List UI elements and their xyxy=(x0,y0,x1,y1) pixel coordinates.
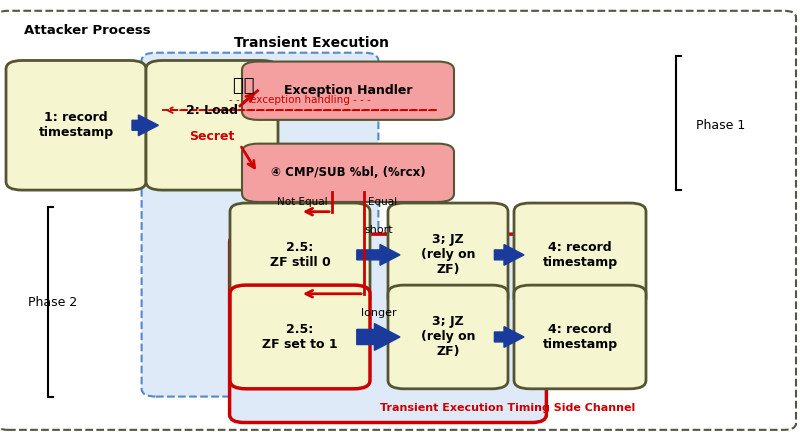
Text: Attacker Process: Attacker Process xyxy=(24,24,150,37)
Text: 🛡️🔥: 🛡️🔥 xyxy=(234,77,254,95)
Text: Not Equal: Not Equal xyxy=(278,197,328,206)
FancyArrow shape xyxy=(494,327,524,347)
Text: longer: longer xyxy=(361,308,396,318)
FancyBboxPatch shape xyxy=(242,143,454,202)
Text: Phase 1: Phase 1 xyxy=(696,119,746,132)
FancyArrow shape xyxy=(357,245,400,265)
Text: Equal: Equal xyxy=(368,197,397,206)
FancyBboxPatch shape xyxy=(388,203,508,307)
FancyBboxPatch shape xyxy=(388,285,508,389)
FancyArrow shape xyxy=(132,115,158,136)
FancyArrow shape xyxy=(494,245,524,265)
Text: - - - exception handling - - -: - - - exception handling - - - xyxy=(229,95,371,105)
FancyBboxPatch shape xyxy=(6,60,146,190)
Text: Exception Handler: Exception Handler xyxy=(284,84,412,97)
FancyBboxPatch shape xyxy=(514,203,646,307)
Text: 3; JZ
(rely on
ZF): 3; JZ (rely on ZF) xyxy=(421,233,475,276)
FancyBboxPatch shape xyxy=(0,11,796,430)
Text: Transient Execution Timing Side Channel: Transient Execution Timing Side Channel xyxy=(380,403,636,413)
FancyBboxPatch shape xyxy=(146,60,278,190)
FancyBboxPatch shape xyxy=(230,285,370,389)
FancyBboxPatch shape xyxy=(230,203,370,307)
Text: short: short xyxy=(364,226,393,235)
Text: 1: record
timestamp: 1: record timestamp xyxy=(38,111,114,139)
FancyBboxPatch shape xyxy=(242,62,454,120)
FancyBboxPatch shape xyxy=(514,285,646,389)
FancyBboxPatch shape xyxy=(230,234,546,422)
Text: 2.5:
ZF set to 1: 2.5: ZF set to 1 xyxy=(262,323,338,351)
Text: ④ CMP/SUB %bl, (%rcx): ④ CMP/SUB %bl, (%rcx) xyxy=(270,166,426,179)
Text: 3; JZ
(rely on
ZF): 3; JZ (rely on ZF) xyxy=(421,315,475,359)
Text: 2.5:
ZF still 0: 2.5: ZF still 0 xyxy=(270,241,330,269)
Text: Phase 2: Phase 2 xyxy=(28,296,78,309)
Text: 4: record
timestamp: 4: record timestamp xyxy=(542,241,618,269)
FancyBboxPatch shape xyxy=(142,53,378,397)
Text: 4: record
timestamp: 4: record timestamp xyxy=(542,323,618,351)
Text: Secret: Secret xyxy=(190,130,234,143)
Text: 2: Load: 2: Load xyxy=(186,104,238,117)
FancyArrow shape xyxy=(357,324,400,350)
Text: Transient Execution: Transient Execution xyxy=(234,36,390,50)
